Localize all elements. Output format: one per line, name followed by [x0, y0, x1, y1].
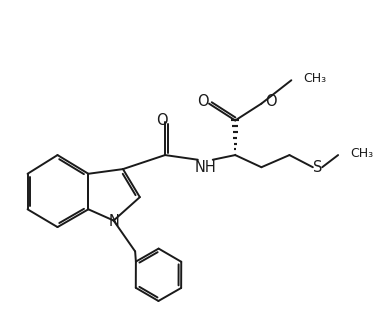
- Text: CH₃: CH₃: [350, 147, 373, 160]
- Text: O: O: [156, 113, 168, 128]
- Text: N: N: [109, 214, 120, 229]
- Text: NH: NH: [194, 160, 216, 175]
- Text: O: O: [197, 94, 209, 109]
- Text: S: S: [313, 160, 322, 175]
- Text: CH₃: CH₃: [303, 72, 327, 85]
- Text: O: O: [265, 94, 276, 109]
